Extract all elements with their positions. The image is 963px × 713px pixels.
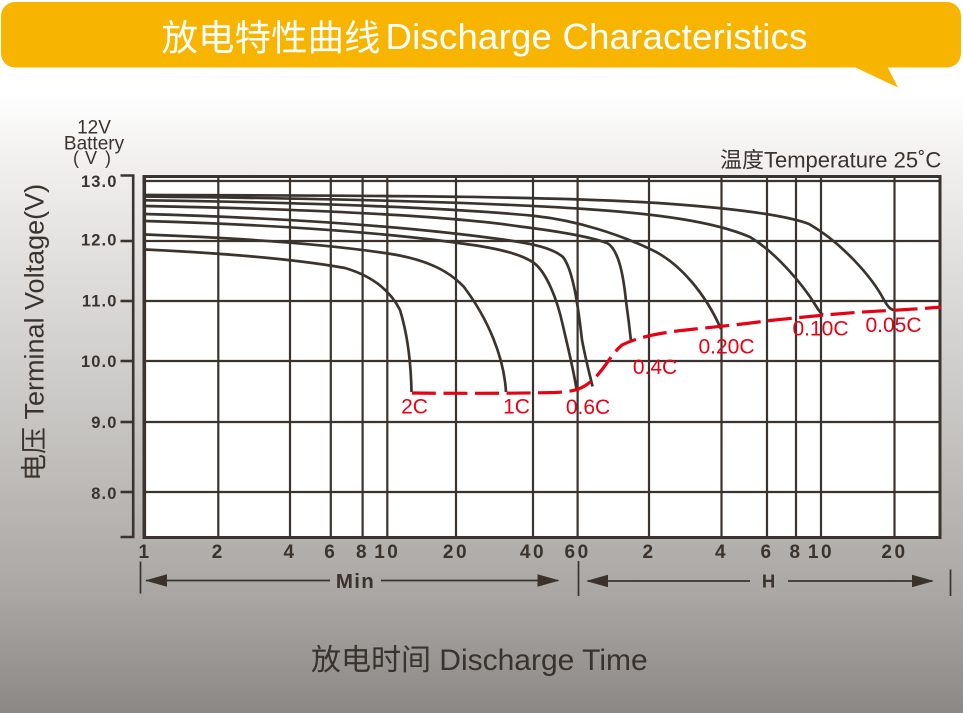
svg-text:0.20C: 0.20C [698, 336, 754, 359]
svg-text:4: 4 [715, 542, 728, 563]
svg-text:0.4C: 0.4C [633, 356, 677, 379]
svg-text:10.0: 10.0 [81, 353, 118, 371]
svg-text:10: 10 [374, 542, 400, 563]
svg-text:Temperature 25˚C: Temperature 25˚C [764, 148, 941, 173]
svg-text:6: 6 [324, 542, 337, 563]
svg-text:60: 60 [565, 542, 591, 563]
svg-text:H: H [762, 571, 775, 592]
svg-text:1: 1 [138, 542, 151, 563]
svg-text:): ) [105, 148, 111, 168]
svg-text:0.10C: 0.10C [792, 318, 848, 341]
svg-text:12V: 12V [77, 118, 111, 139]
svg-text:13.0: 13.0 [81, 173, 118, 191]
svg-text:11.0: 11.0 [82, 292, 118, 310]
svg-text:2: 2 [642, 542, 655, 563]
svg-text:Battery: Battery [64, 133, 125, 154]
svg-text:10: 10 [808, 542, 834, 563]
svg-text:8.0: 8.0 [91, 485, 117, 503]
svg-text:20: 20 [443, 542, 469, 563]
svg-text:20: 20 [881, 542, 907, 563]
svg-text:Min: Min [336, 570, 375, 593]
svg-text:4: 4 [283, 542, 296, 563]
svg-text:0.05C: 0.05C [865, 314, 921, 337]
svg-text:40: 40 [520, 542, 546, 563]
svg-text:9.0: 9.0 [91, 414, 117, 432]
svg-text:6: 6 [760, 542, 773, 563]
svg-text:12.0: 12.0 [81, 231, 118, 249]
svg-text:Terminal Voltage(V): Terminal Voltage(V) [20, 184, 50, 420]
svg-text:1C: 1C [503, 396, 530, 419]
svg-text:Discharge Characteristics: Discharge Characteristics [386, 16, 808, 57]
svg-text:Discharge Time: Discharge Time [439, 644, 647, 677]
svg-text:2C: 2C [401, 396, 428, 419]
svg-text:2: 2 [212, 542, 225, 563]
svg-text:(: ( [73, 148, 79, 168]
svg-text:0.6C: 0.6C [566, 396, 610, 419]
svg-text:8: 8 [356, 542, 369, 563]
svg-text:8: 8 [789, 542, 802, 563]
svg-text:V: V [85, 148, 97, 168]
